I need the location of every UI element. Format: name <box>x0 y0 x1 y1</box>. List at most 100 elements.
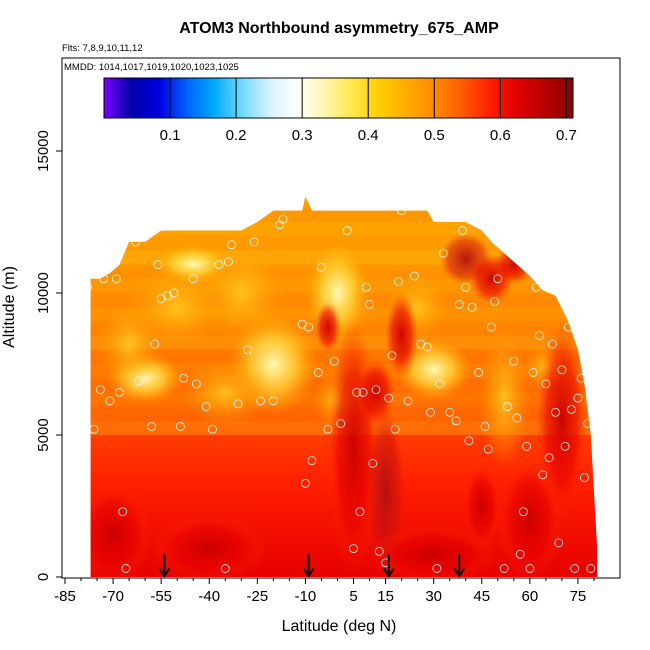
x-tick-label: -55 <box>150 588 172 605</box>
sample-point <box>208 424 217 434</box>
sample-point <box>220 564 230 573</box>
sample-point <box>586 564 596 573</box>
sample-point <box>329 356 339 366</box>
colorbar-tick-label: 0.4 <box>358 127 379 144</box>
x-axis-label: Latitude (deg N) <box>282 618 397 635</box>
sample-point <box>483 444 493 454</box>
field-high-region <box>356 358 396 427</box>
sample-point <box>451 416 461 426</box>
sample-point <box>336 419 346 429</box>
x-tick-label: 60 <box>522 588 539 605</box>
profile-arrow-head <box>453 567 466 578</box>
x-tick-label: 5 <box>349 588 357 605</box>
field-high-region <box>315 301 341 353</box>
field-high-region <box>462 463 501 549</box>
sample-point <box>121 564 131 573</box>
sample-point <box>349 544 358 554</box>
sample-point <box>317 262 326 272</box>
sample-point <box>95 385 105 395</box>
y-tick-label: 0 <box>35 573 52 581</box>
sample-point <box>544 453 554 463</box>
sample-point <box>531 282 541 292</box>
sample-point <box>576 373 586 383</box>
sample-point <box>243 345 253 355</box>
sample-point <box>150 339 160 349</box>
sample-point <box>567 404 576 414</box>
sample-point <box>397 206 407 216</box>
sample-point <box>583 419 593 429</box>
sample-point <box>563 322 573 332</box>
x-tick-label: -85 <box>54 588 76 605</box>
sample-point <box>99 274 108 284</box>
profile-arrow-head <box>382 567 395 578</box>
sample-point <box>579 473 589 483</box>
sample-point <box>458 226 467 235</box>
sample-point <box>570 564 580 573</box>
sample-point <box>490 297 500 306</box>
field-low-region <box>97 301 162 387</box>
field-high-region <box>385 293 418 379</box>
sample-point <box>153 260 163 270</box>
sample-point <box>307 456 317 466</box>
sample-point <box>509 356 519 366</box>
sample-point <box>179 373 189 383</box>
x-tick-label: 15 <box>377 588 394 605</box>
sample-point <box>371 385 381 395</box>
field-high-region <box>494 244 534 285</box>
y-tick-label: 15000 <box>35 130 52 172</box>
sample-point <box>384 393 394 403</box>
sample-point <box>355 507 365 517</box>
sample-point <box>82 282 92 292</box>
x-tick-label: 45 <box>473 588 490 605</box>
sample-point <box>342 226 352 235</box>
profile-arrows <box>158 554 466 578</box>
sample-point <box>403 396 413 406</box>
sample-point <box>249 237 259 247</box>
sample-point <box>432 564 442 573</box>
sample-point <box>201 402 211 412</box>
sample-point <box>191 379 201 389</box>
sample-point <box>573 393 583 403</box>
sample-point <box>512 413 522 423</box>
sample-point <box>560 441 570 451</box>
sample-point <box>268 396 278 406</box>
sample-point <box>361 282 371 292</box>
sample-point <box>214 260 224 270</box>
sample-point <box>422 342 432 352</box>
sample-point <box>518 507 528 517</box>
sample-points <box>76 197 596 573</box>
sample-point <box>233 399 243 409</box>
sample-point <box>288 197 298 207</box>
colorbar-gradient <box>103 77 574 119</box>
colorbar-tick-label: 0.1 <box>160 127 181 144</box>
y-tick-label: 5000 <box>35 418 52 451</box>
sample-point <box>493 274 503 284</box>
sample-point <box>188 274 198 284</box>
sample-point <box>227 240 237 250</box>
sample-point <box>115 387 124 397</box>
sample-point <box>525 564 535 573</box>
sample-point <box>499 564 509 573</box>
sample-point <box>554 538 564 548</box>
sample-point <box>374 546 384 556</box>
sample-point <box>111 274 121 284</box>
field-band <box>90 207 598 222</box>
sample-point <box>528 368 538 377</box>
x-tick-label: -10 <box>295 588 317 605</box>
sample-point <box>134 376 144 386</box>
sample-point <box>89 424 99 434</box>
chart-title: ATOM3 Northbound asymmetry_675_AMP <box>179 20 499 37</box>
colorbar-tick-label: 0.5 <box>424 127 445 144</box>
sample-point <box>496 228 506 238</box>
sample-point <box>538 470 548 480</box>
sample-point <box>224 257 233 267</box>
sample-point <box>358 387 368 397</box>
sample-point <box>169 288 179 298</box>
sample-point <box>480 422 490 431</box>
sample-point <box>541 379 551 389</box>
sample-point <box>365 299 375 309</box>
sample-point <box>464 436 474 446</box>
field-band <box>90 222 598 237</box>
x-tick-label: -70 <box>102 588 124 605</box>
sample-point <box>313 368 323 377</box>
